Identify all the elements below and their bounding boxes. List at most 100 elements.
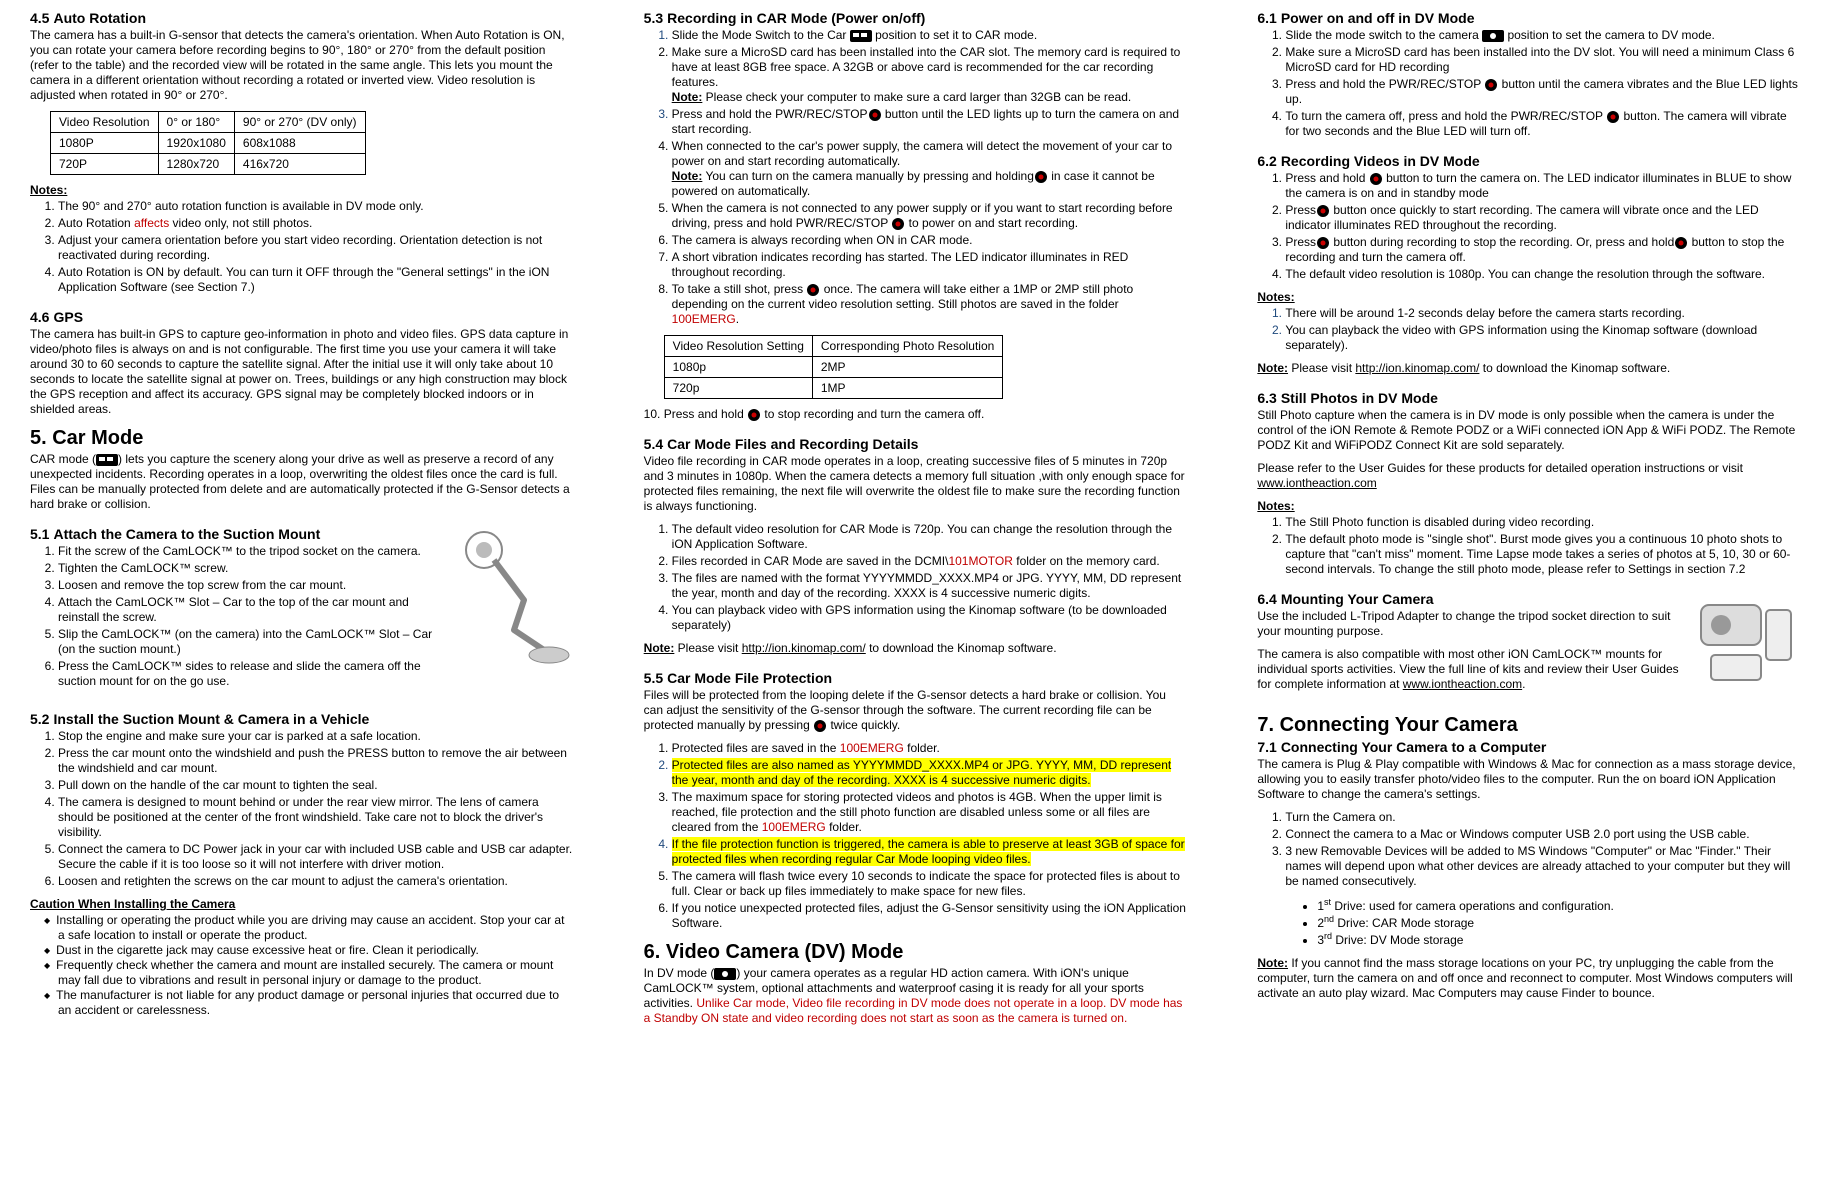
heading-6-2: 6.2Recording Videos in DV Mode [1257, 153, 1801, 169]
list-item: Press button once quickly to start recor… [1285, 203, 1801, 233]
list-item: Connect the camera to a Mac or Windows c… [1285, 827, 1801, 842]
note-6-2: Note: Please visit http://ion.kinomap.co… [1257, 361, 1801, 376]
notes-label: Notes: [1257, 499, 1801, 513]
cell: Corresponding Photo Resolution [812, 336, 1002, 357]
iontheaction-link[interactable]: www.iontheaction.com [1257, 476, 1376, 490]
record-button-icon [1316, 204, 1330, 218]
body-7-1: The camera is Plug & Play compatible wit… [1257, 757, 1801, 802]
heading-5-2: 5.2Install the Suction Mount & Camera in… [30, 711, 574, 727]
list-item: Loosen and retighten the screws on the c… [58, 874, 574, 889]
body-4-6: The camera has built-in GPS to capture g… [30, 327, 574, 417]
heading-text: Attach the Camera to the Suction Mount [53, 526, 320, 542]
list-item: Make sure a MicroSD card has been instal… [672, 45, 1188, 105]
body-6-3: Still Photo capture when the camera is i… [1257, 408, 1801, 453]
cell: 720P [51, 154, 159, 175]
list-item: Press and hold button to turn the camera… [1285, 171, 1801, 201]
heading-7-1: 7.1Connecting Your Camera to a Computer [1257, 739, 1801, 755]
heading-num: 4.5 [30, 10, 49, 26]
list-5-4: The default video resolution for CAR Mod… [644, 522, 1188, 633]
body-5-5: Files will be protected from the looping… [644, 688, 1188, 733]
record-button-icon [747, 408, 761, 422]
notes-label: Notes: [1257, 290, 1801, 304]
cell: Video Resolution Setting [664, 336, 812, 357]
drive-item: 1st Drive: used for camera operations an… [1317, 897, 1801, 914]
list-item: Slide the Mode Switch to the Car positio… [672, 28, 1188, 43]
list-5-5: Protected files are saved in the 100EMER… [644, 741, 1188, 931]
list-item: Slide the mode switch to the camera posi… [1285, 28, 1801, 43]
note-item: The 90° and 270° auto rotation function … [58, 199, 574, 214]
notes-list-6-2: There will be around 1-2 seconds delay b… [1257, 306, 1801, 353]
cell: 1MP [812, 378, 1002, 399]
list-item: The camera is designed to mount behind o… [58, 795, 574, 840]
column-3: 6.1Power on and off in DV Mode Slide the… [1257, 10, 1801, 1034]
heading-5: 5. Car Mode [30, 427, 574, 450]
list-item: The maximum space for storing protected … [672, 790, 1188, 835]
kinomap-link[interactable]: http://ion.kinomap.com/ [1355, 361, 1479, 375]
record-button-icon [1606, 110, 1620, 124]
list-5-2: Stop the engine and make sure your car i… [30, 729, 574, 889]
list-item: Make sure a MicroSD card has been instal… [1285, 45, 1801, 75]
heading-text: Install the Suction Mount & Camera in a … [53, 711, 369, 727]
heading-text: Car Mode Files and Recording Details [667, 436, 918, 452]
list-item: Stop the engine and make sure your car i… [58, 729, 574, 744]
body-5-4: Video file recording in CAR mode operate… [644, 454, 1188, 514]
list-item: Turn the Camera on. [1285, 810, 1801, 825]
heading-4-5: 4.5Auto Rotation [30, 10, 574, 26]
list-item: When connected to the car's power supply… [672, 139, 1188, 199]
list-item: The default video resolution for CAR Mod… [672, 522, 1188, 552]
column-1: 4.5Auto Rotation The camera has a built-… [30, 10, 574, 1034]
note-7-1: Note: If you cannot find the mass storag… [1257, 956, 1801, 1001]
caution-list: Installing or operating the product whil… [30, 913, 574, 1018]
record-button-icon [806, 283, 820, 297]
body-5: CAR mode () lets you capture the scenery… [30, 452, 574, 512]
kinomap-link[interactable]: http://ion.kinomap.com/ [742, 641, 866, 655]
page: 4.5Auto Rotation The camera has a built-… [0, 0, 1831, 1044]
heading-text: Car Mode File Protection [667, 670, 832, 686]
heading-num: 5.1 [30, 526, 49, 542]
heading-num: 5.5 [644, 670, 663, 686]
cell: Video Resolution [51, 112, 159, 133]
list-6-2: Press and hold button to turn the camera… [1257, 171, 1801, 282]
heading-num: 6.1 [1257, 10, 1276, 26]
list-5-3: Slide the Mode Switch to the Car positio… [644, 28, 1188, 327]
heading-num: 5.3 [644, 10, 663, 26]
cell: 608x1088 [234, 133, 365, 154]
heading-text: Recording Videos in DV Mode [1281, 153, 1480, 169]
list-item: 3 new Removable Devices will be added to… [1285, 844, 1801, 889]
heading-6-3: 6.3Still Photos in DV Mode [1257, 390, 1801, 406]
cell: 90° or 270° (DV only) [234, 112, 365, 133]
list-item: Connect the camera to DC Power jack in y… [58, 842, 574, 872]
heading-num: 6.4 [1257, 591, 1276, 607]
car-icon [96, 454, 118, 466]
record-button-icon [1034, 170, 1048, 184]
caution-item: The manufacturer is not liable for any p… [44, 988, 574, 1018]
caution-item: Dust in the cigarette jack may cause exc… [44, 943, 574, 958]
list-6-1: Slide the mode switch to the camera posi… [1257, 28, 1801, 139]
heading-7: 7. Connecting Your Camera [1257, 714, 1801, 737]
list-item: The default video resolution is 1080p. Y… [1285, 267, 1801, 282]
list-item: A short vibration indicates recording ha… [672, 250, 1188, 280]
heading-6-1: 6.1Power on and off in DV Mode [1257, 10, 1801, 26]
cell: 1080P [51, 133, 159, 154]
heading-text: GPS [53, 309, 83, 325]
iontheaction-link[interactable]: www.iontheaction.com [1403, 677, 1522, 691]
caution-label: Caution When Installing the Camera [30, 897, 574, 911]
body-6: In DV mode () your camera operates as a … [644, 966, 1188, 1026]
heading-text: Still Photos in DV Mode [1281, 390, 1438, 406]
item-10: 10. Press and hold to stop recording and… [644, 407, 1188, 422]
table-photo-resolution: Video Resolution Setting Corresponding P… [664, 335, 1004, 399]
list-7-1: Turn the Camera on. Connect the camera t… [1257, 810, 1801, 889]
notes-label: Notes: [30, 183, 574, 197]
record-button-icon [891, 217, 905, 231]
heading-text: Connecting Your Camera to a Computer [1281, 739, 1547, 755]
body-4-5: The camera has a built-in G-sensor that … [30, 28, 574, 103]
list-item: If the file protection function is trigg… [672, 837, 1188, 867]
camera-icon [714, 968, 736, 980]
heading-num: 5.4 [644, 436, 663, 452]
cell: 0° or 180° [158, 112, 234, 133]
list-item: Press button during recording to stop th… [1285, 235, 1801, 265]
list-item: Files recorded in CAR Mode are saved in … [672, 554, 1188, 569]
caution-item: Frequently check whether the camera and … [44, 958, 574, 988]
record-button-icon [1484, 78, 1498, 92]
note-item: There will be around 1-2 seconds delay b… [1285, 306, 1801, 321]
